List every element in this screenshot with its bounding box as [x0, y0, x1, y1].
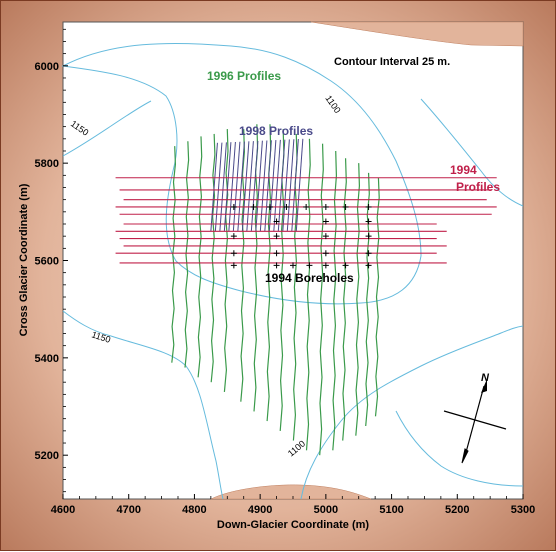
- x-tick-label: 4700: [116, 504, 140, 516]
- profile-1998-line: [273, 139, 281, 232]
- profile-1998-line: [232, 141, 241, 232]
- boreholes-1994: [230, 203, 372, 269]
- borehole-marker: [365, 203, 372, 210]
- label-1994-profiles: Profiles: [456, 180, 500, 194]
- profile-1996-line: [374, 177, 380, 417]
- x-tick-label: 5200: [445, 504, 469, 516]
- x-tick-label: 4900: [248, 504, 272, 516]
- profile-1998-line: [241, 141, 250, 232]
- label-1996-profiles: 1996 Profiles: [207, 69, 281, 83]
- borehole-marker: [365, 218, 372, 225]
- profile-1998-line: [250, 140, 259, 232]
- profile-1996-line: [342, 158, 347, 441]
- rock-outcrop-bottom: [210, 484, 372, 500]
- contour-interval-note: Contour Interval 25 m.: [334, 56, 450, 68]
- profile-1998-line: [210, 142, 218, 232]
- y-tick-label: 6000: [35, 61, 59, 73]
- profile-1998-line: [286, 139, 295, 232]
- rock-outcrop-top: [310, 21, 524, 47]
- profile-1998-line: [228, 141, 236, 232]
- x-tick-label: 5000: [314, 504, 338, 516]
- profile-1996-line: [332, 150, 338, 451]
- profile-1998-line: [268, 140, 277, 232]
- borehole-marker: [322, 203, 329, 210]
- profile-1998-line: [282, 139, 290, 232]
- label-1994-boreholes: 1994 Boreholes: [265, 271, 354, 285]
- profile-1998-line: [246, 141, 254, 232]
- profile-1996-line: [240, 129, 246, 402]
- profile-1998-line: [214, 142, 223, 232]
- borehole-marker: [365, 233, 372, 240]
- y-tick-label: 5200: [35, 450, 59, 462]
- borehole-marker: [273, 233, 280, 240]
- borehole-marker: [230, 250, 237, 257]
- north-arrow-icon: N: [443, 372, 507, 464]
- borehole-marker: [322, 233, 329, 240]
- y-tick-label: 5800: [35, 158, 59, 170]
- borehole-marker: [250, 203, 257, 210]
- profile-1996-line: [319, 143, 324, 456]
- contour-line: [62, 100, 152, 157]
- profile-1996-line: [171, 146, 177, 363]
- borehole-marker: [365, 262, 372, 269]
- x-tick-label: 4600: [51, 504, 75, 516]
- borehole-marker: [273, 262, 280, 269]
- borehole-marker: [283, 203, 290, 210]
- contour-line: [420, 98, 524, 207]
- profile-1996-line: [210, 133, 216, 383]
- profiles-1998: [210, 138, 304, 232]
- profile-1998-line: [277, 139, 286, 232]
- borehole-marker: [230, 233, 237, 240]
- profile-1996-line: [197, 136, 203, 378]
- contour-line: [62, 310, 224, 500]
- borehole-marker: [290, 262, 296, 269]
- profile-1996-line: [223, 129, 229, 392]
- profile-1996-line: [365, 172, 370, 427]
- profile-1998-line: [255, 140, 263, 232]
- borehole-marker: [342, 262, 349, 269]
- y-tick-label: 5600: [35, 256, 59, 268]
- borehole-marker: [322, 218, 329, 225]
- y-tick-label: 5400: [35, 353, 59, 365]
- borehole-marker: [365, 250, 372, 257]
- label-1994: 1994: [450, 163, 477, 177]
- contour-line: [61, 42, 422, 305]
- contour-lines: [61, 42, 524, 500]
- plot-area: [62, 21, 524, 500]
- x-axis-title: Down-Glacier Coordinate (m): [217, 519, 370, 531]
- x-tick-label: 5300: [511, 504, 535, 516]
- y-axis: 6000 5800 5600 5400 5200: [35, 28, 68, 493]
- borehole-marker: [230, 203, 237, 210]
- contour-line: [395, 410, 524, 487]
- x-tick-label: 5100: [379, 504, 403, 516]
- x-axis: 4600 4700 4800 4900 5000 5100 5200 5300: [51, 494, 535, 516]
- profile-1998-line: [264, 140, 272, 232]
- label-1998-profiles: 1998 Profiles: [239, 124, 313, 138]
- borehole-marker: [273, 218, 280, 225]
- borehole-marker: [342, 203, 349, 210]
- profile-1996-line: [355, 163, 361, 436]
- contour-line: [300, 325, 524, 500]
- profile-1998-line: [237, 141, 245, 232]
- borehole-marker: [230, 262, 237, 269]
- north-label: N: [481, 372, 490, 384]
- profile-1998-line: [295, 138, 304, 232]
- profile-1996-line: [305, 138, 311, 451]
- profile-1996-line: [184, 141, 190, 368]
- borehole-marker: [273, 250, 280, 257]
- profile-1998-line: [259, 140, 268, 232]
- borehole-marker: [267, 203, 273, 210]
- borehole-marker: [303, 203, 310, 210]
- profiles-1996: [171, 124, 380, 456]
- y-axis-title: Cross Glacier Coordinate (m): [18, 183, 30, 336]
- x-tick-label: 4800: [182, 504, 206, 516]
- borehole-marker: [322, 250, 329, 257]
- borehole-marker: [306, 262, 313, 269]
- profile-1998-line: [223, 142, 232, 232]
- borehole-marker: [322, 262, 329, 269]
- profile-1998-line: [219, 142, 227, 232]
- profile-1998-line: [291, 138, 299, 232]
